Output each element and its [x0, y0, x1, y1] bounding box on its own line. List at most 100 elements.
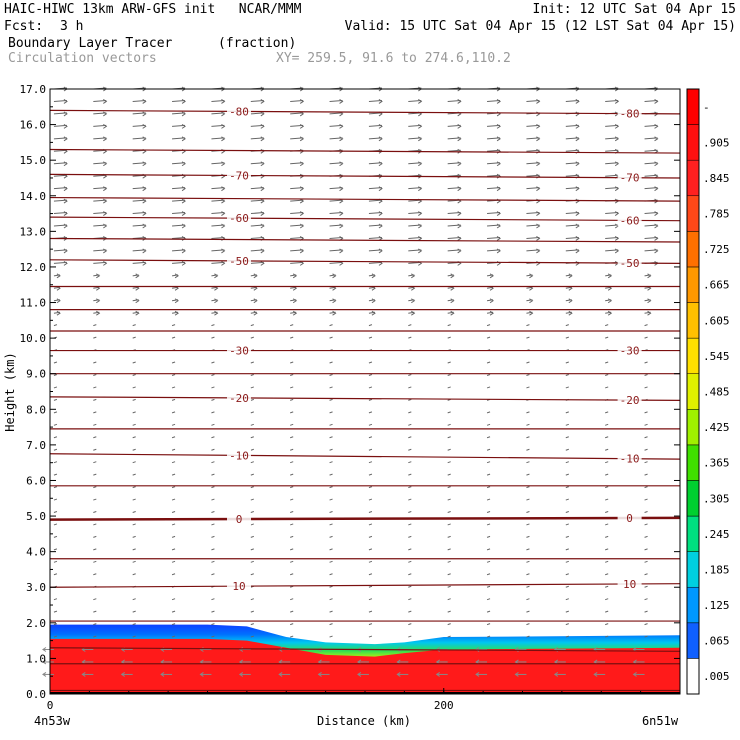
- wind-vector-head: [332, 310, 337, 316]
- wind-vector: [211, 162, 225, 165]
- wind-vector: [211, 610, 215, 613]
- wind-vector: [644, 187, 658, 190]
- wind-vector-head: [63, 223, 68, 229]
- wind-vector-head: [378, 211, 383, 216]
- wind-vector-head: [614, 248, 620, 254]
- wind-vector: [132, 249, 146, 252]
- field1-units: (fraction): [218, 36, 297, 51]
- wind-vector-head: [221, 248, 226, 254]
- wind-vector: [605, 473, 609, 476]
- wind-vector: [565, 598, 569, 601]
- wind-vector: [565, 610, 569, 613]
- wind-vector: [644, 386, 648, 389]
- contour-label-bg: [227, 254, 251, 267]
- wind-vector-head: [332, 298, 337, 304]
- contour-line: [49, 647, 681, 652]
- wind-vector: [408, 535, 412, 538]
- contour-label: 0: [626, 512, 633, 525]
- wind-vector-head: [575, 236, 580, 241]
- wind-vector: [368, 386, 373, 389]
- wind-vector: [526, 448, 530, 451]
- wind-vector: [408, 336, 412, 339]
- wind-vector-head: [496, 136, 501, 142]
- wind-vector: [53, 261, 67, 264]
- wind-vector: [526, 99, 540, 102]
- wind-vector: [526, 436, 530, 439]
- wind-vector: [408, 212, 422, 215]
- wind-vector: [93, 448, 97, 451]
- wind-vector-head: [411, 273, 416, 279]
- wind-vector: [408, 473, 412, 476]
- wind-vector: [171, 473, 176, 476]
- wind-vector: [172, 99, 186, 102]
- colorbar-swatch: [686, 480, 700, 517]
- wind-vector-head: [514, 672, 519, 677]
- wind-vector-head: [56, 310, 61, 316]
- wind-vector: [526, 486, 530, 489]
- wind-vector: [408, 523, 412, 526]
- contour-label-bg: [617, 214, 642, 227]
- wind-vector: [250, 324, 254, 327]
- wind-vector: [486, 535, 491, 538]
- colorbar-label: .125: [703, 599, 730, 612]
- wind-vector: [171, 423, 176, 426]
- wind-vector: [250, 249, 264, 252]
- wind-vector: [526, 411, 530, 414]
- wind-vector: [565, 336, 569, 339]
- wind-vector: [408, 398, 412, 401]
- wind-vector: [526, 598, 530, 601]
- wind-vector: [644, 560, 648, 563]
- wind-vector: [605, 623, 609, 626]
- y-tick-label: 7.0: [26, 439, 46, 452]
- wind-vector: [211, 124, 225, 127]
- wind-vector: [250, 423, 254, 426]
- wind-vector-head: [260, 223, 265, 229]
- wind-vector: [290, 461, 294, 464]
- wind-vector-head: [63, 123, 68, 129]
- wind-vector-head: [457, 136, 462, 142]
- wind-vector: [93, 486, 97, 489]
- wind-vector: [526, 423, 530, 426]
- wind-vector: [53, 374, 58, 376]
- wind-vector-head: [378, 223, 383, 229]
- wind-vector: [486, 361, 491, 364]
- wind-vector: [93, 511, 97, 513]
- wind-vector-head: [654, 211, 659, 216]
- wind-vector: [290, 162, 304, 165]
- wind-vector: [565, 473, 569, 476]
- wind-vector: [486, 585, 491, 588]
- wind-vector: [526, 124, 540, 127]
- wind-vector-head: [339, 186, 344, 192]
- wind-vector-head: [593, 672, 598, 677]
- colorbar-label: .425: [703, 421, 730, 434]
- wind-vector-head: [607, 273, 613, 279]
- wind-vector: [290, 124, 304, 127]
- wind-vector: [644, 486, 648, 489]
- wind-vector: [565, 99, 579, 102]
- wind-vector: [329, 486, 333, 489]
- wind-vector: [211, 249, 225, 252]
- contour-line: [49, 516, 681, 521]
- wind-vector: [171, 535, 176, 538]
- colorbar-label: .845: [703, 172, 730, 185]
- wind-vector-head: [614, 99, 620, 104]
- wind-vector: [93, 436, 97, 439]
- wind-vector: [93, 535, 97, 538]
- wind-vector: [526, 498, 530, 501]
- y-tick-label: 0.0: [26, 688, 46, 701]
- wind-vector: [487, 249, 501, 252]
- wind-vector: [565, 149, 579, 152]
- wind-vector: [290, 137, 304, 140]
- y-tick-label: 17.0: [20, 83, 47, 96]
- wind-vector-head: [536, 211, 541, 216]
- wind-vector: [171, 336, 176, 339]
- wind-vector: [368, 548, 373, 551]
- wind-vector: [290, 187, 304, 190]
- wind-vector: [486, 486, 491, 489]
- wind-vector: [329, 573, 333, 576]
- colorbar-swatch: [686, 302, 700, 339]
- wind-vector: [93, 149, 107, 152]
- wind-vector-head: [647, 298, 652, 304]
- wind-vector: [447, 635, 451, 638]
- wind-vector: [486, 511, 491, 513]
